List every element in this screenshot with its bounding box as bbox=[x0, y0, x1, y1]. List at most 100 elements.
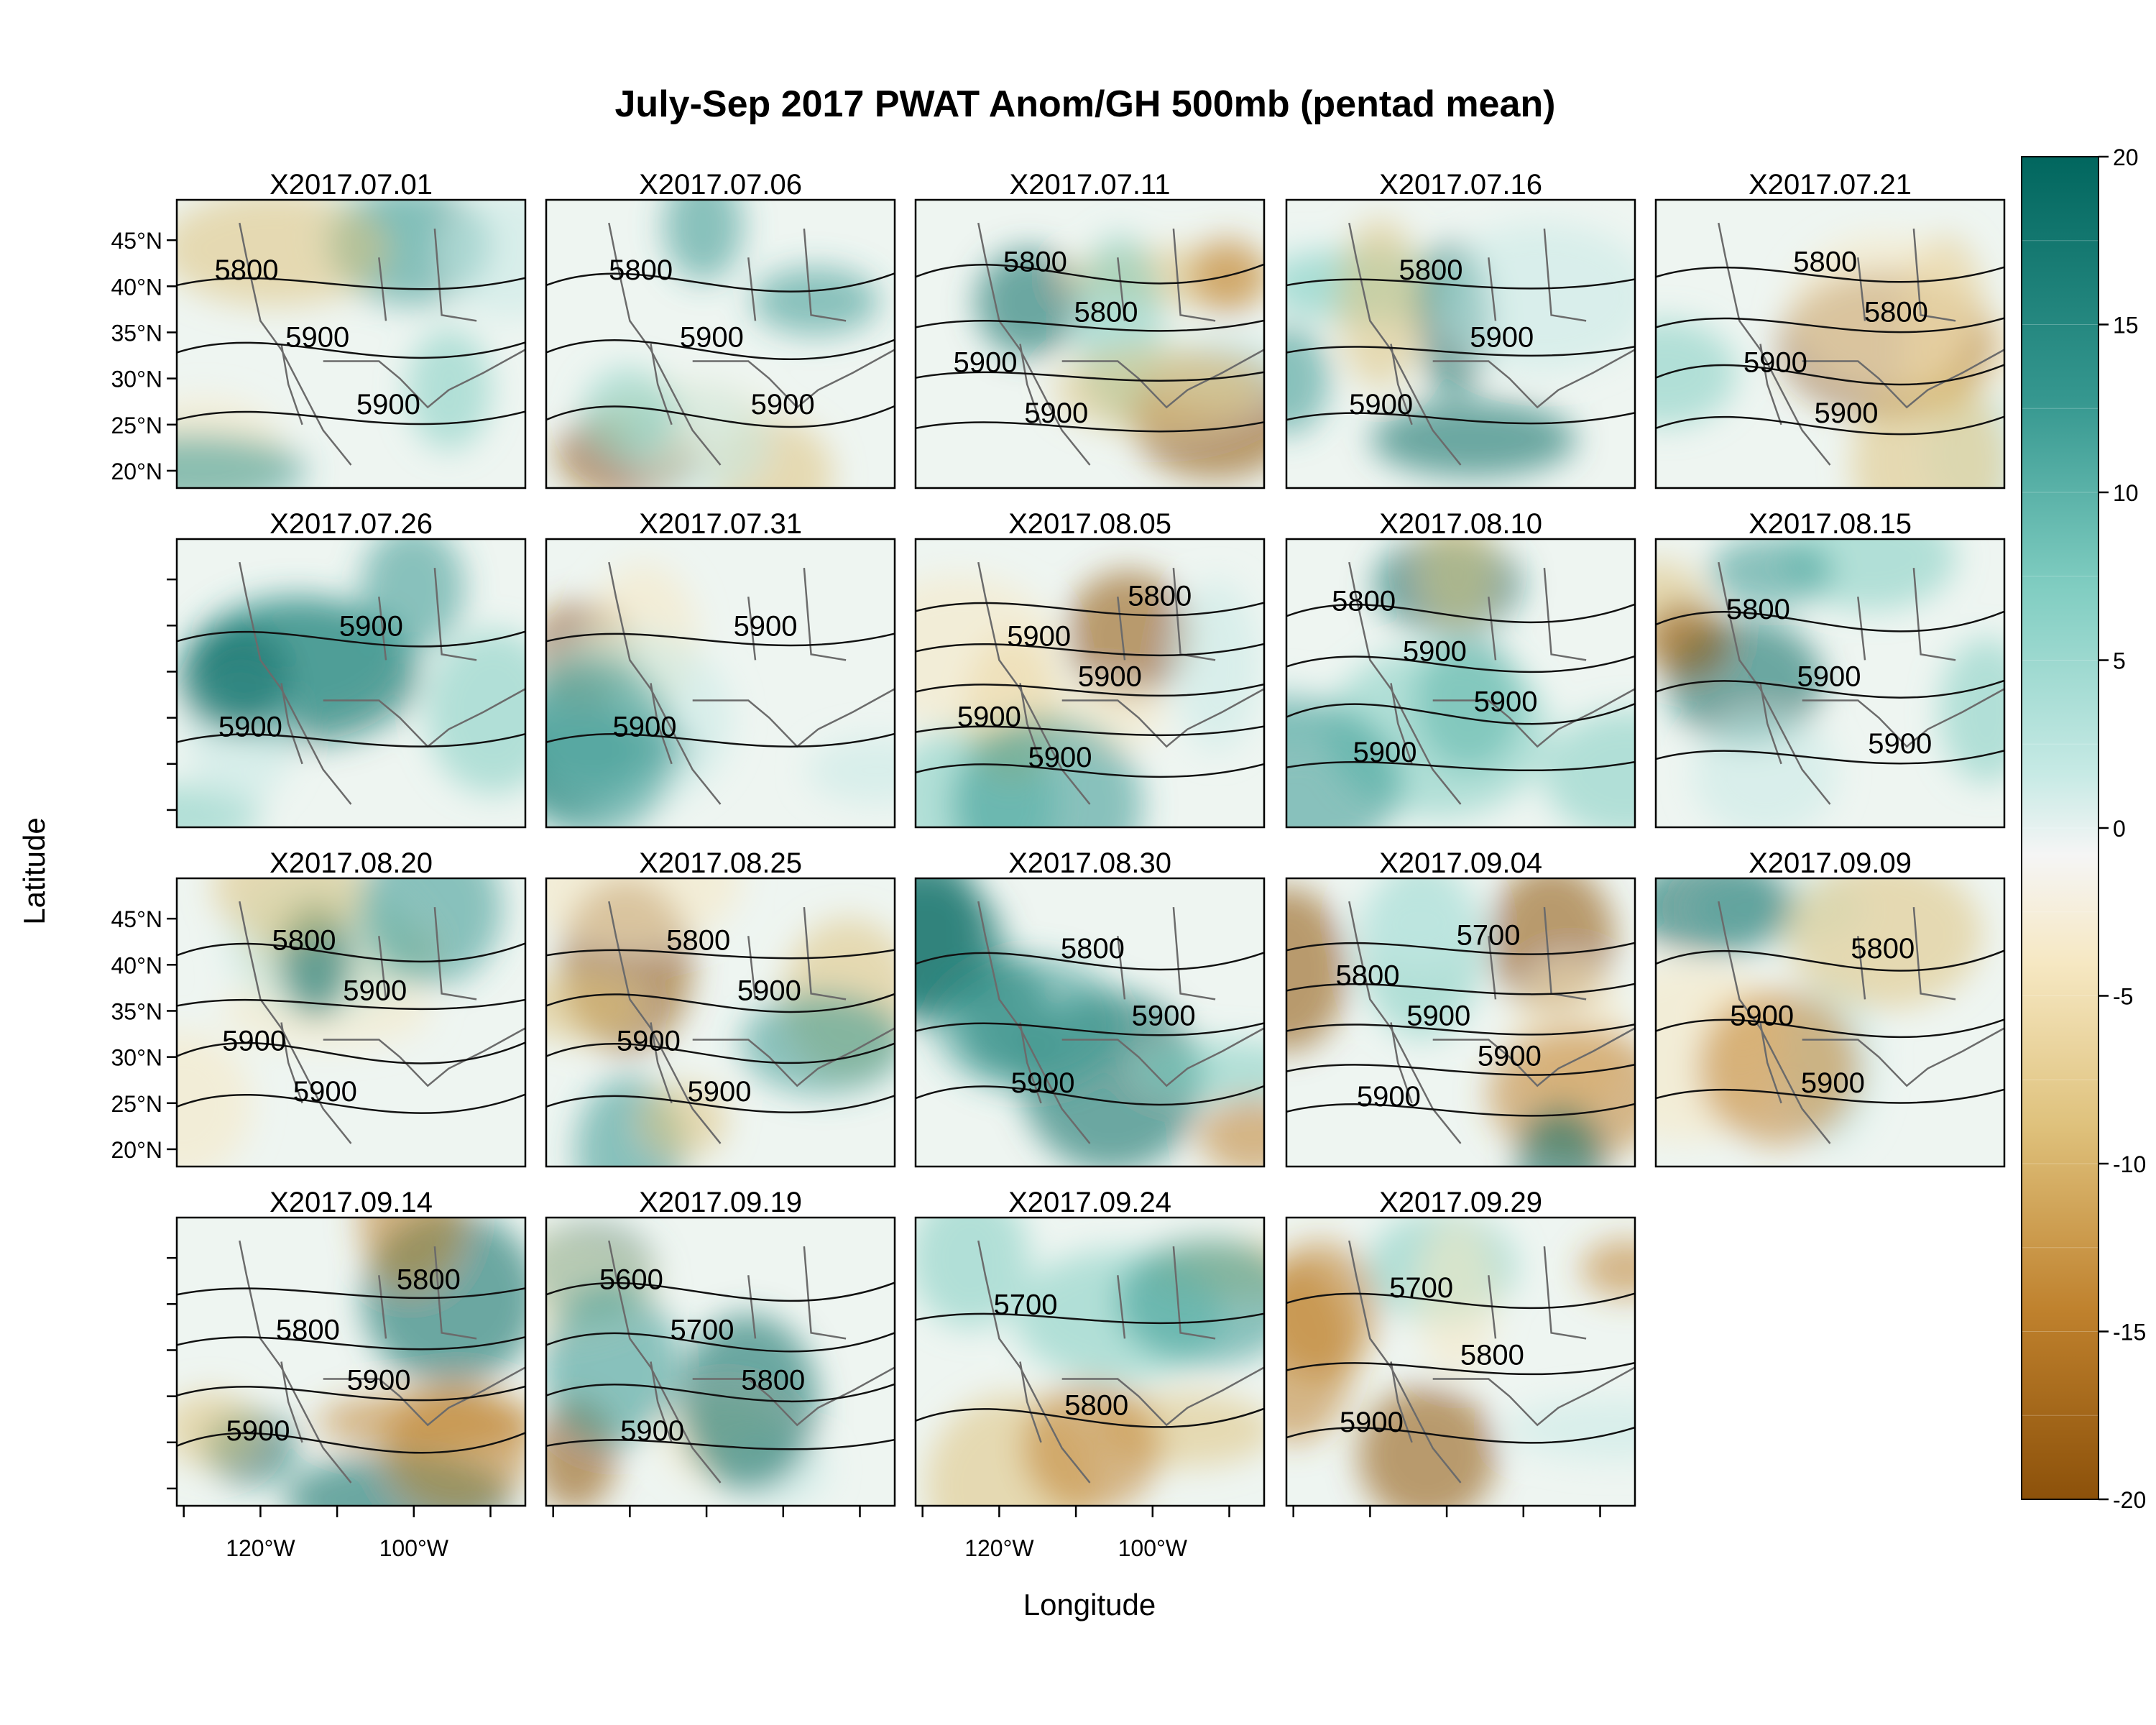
contour-label: 5900 bbox=[1730, 1000, 1794, 1032]
panel-frame bbox=[175, 538, 527, 829]
contour-label: 5700 bbox=[1457, 919, 1521, 951]
contour-line bbox=[546, 1332, 895, 1353]
contour-line bbox=[177, 341, 525, 359]
panel-title: X2017.09.09 bbox=[1749, 847, 1912, 879]
contour-label: 5800 bbox=[215, 254, 279, 286]
contour-label: 5900 bbox=[1024, 397, 1088, 429]
panel-title: X2017.07.16 bbox=[1379, 169, 1542, 201]
contour-line bbox=[916, 371, 1264, 382]
contour-label: 5700 bbox=[671, 1314, 734, 1346]
contour-line bbox=[1656, 679, 2004, 699]
lon-tick-label: 100°W bbox=[379, 1535, 449, 1561]
contour-label: 5900 bbox=[1470, 322, 1534, 354]
figure-title: July-Sep 2017 PWAT Anom/GH 500mb (pentad… bbox=[615, 83, 1556, 125]
contour-label: 5900 bbox=[1357, 1081, 1421, 1113]
contour-label: 5800 bbox=[1793, 246, 1857, 277]
contour-label: 5800 bbox=[1074, 296, 1138, 328]
contour-line bbox=[1656, 949, 2004, 972]
lat-tick-label: 30°N bbox=[111, 367, 163, 392]
lat-tick-label: 20°N bbox=[111, 1137, 163, 1163]
map-panel: X2017.07.26 5900 5900 bbox=[175, 508, 527, 829]
contour-label: 5900 bbox=[1132, 1000, 1196, 1032]
map-panel: X2017.08.15 5800 5900 5900 bbox=[1654, 508, 2006, 829]
coastline bbox=[609, 901, 895, 1144]
anomaly-field bbox=[1286, 1218, 1635, 1506]
contour-line bbox=[546, 1438, 895, 1450]
contour-line bbox=[1286, 983, 1635, 995]
panel-title: X2017.08.15 bbox=[1749, 508, 1912, 540]
contour-label: 5900 bbox=[734, 610, 798, 642]
colorbar: 20 15 10 5 0 -5 -10 -15 -20 bbox=[2021, 144, 2146, 1513]
contour-label: 5900 bbox=[1743, 347, 1807, 379]
contour-label: 5900 bbox=[1403, 635, 1467, 667]
coastline bbox=[1349, 901, 1635, 1144]
lat-tick-label: 35°N bbox=[111, 998, 163, 1024]
panel-title: X2017.09.19 bbox=[639, 1187, 802, 1218]
contour-line bbox=[1286, 1426, 1635, 1444]
panel-title: X2017.08.25 bbox=[639, 847, 802, 879]
contour-label: 5900 bbox=[226, 1415, 290, 1447]
colorbar-tick-label: -15 bbox=[2113, 1320, 2146, 1346]
contour-line bbox=[546, 1095, 895, 1113]
anomaly-field bbox=[1656, 233, 2004, 488]
contour-label: 5600 bbox=[599, 1264, 663, 1295]
contour-line bbox=[916, 1085, 1264, 1106]
coastline bbox=[1349, 562, 1635, 804]
panel-frame bbox=[545, 1216, 896, 1507]
contour-label: 5800 bbox=[1336, 960, 1400, 991]
anomaly-field bbox=[546, 1223, 829, 1506]
contour-line bbox=[1656, 415, 2004, 436]
coastline bbox=[978, 562, 1264, 804]
colorbar-tick-label: -20 bbox=[2113, 1487, 2146, 1513]
coastline bbox=[1718, 223, 2004, 465]
contour-label: 5900 bbox=[1797, 661, 1861, 693]
panel-title: X2017.08.05 bbox=[1008, 508, 1171, 540]
panel-title: X2017.07.06 bbox=[639, 169, 802, 201]
contour-label: 5900 bbox=[1340, 1407, 1404, 1438]
lon-tick-label: 100°W bbox=[1118, 1535, 1188, 1561]
contour-line bbox=[546, 1383, 895, 1403]
contour-label: 5900 bbox=[343, 975, 407, 1006]
contour-line bbox=[177, 733, 525, 748]
contour-line bbox=[916, 763, 1264, 778]
lat-tick-label: 40°N bbox=[111, 274, 163, 300]
lat-tick-label: 20°N bbox=[111, 459, 163, 484]
contour-label: 5800 bbox=[1003, 246, 1067, 277]
panel-frame bbox=[545, 198, 896, 489]
contour-label: 5900 bbox=[218, 712, 282, 743]
contour-label: 5900 bbox=[688, 1076, 752, 1108]
colorbar-tick-label: 10 bbox=[2113, 480, 2139, 506]
coastline bbox=[1349, 223, 1635, 465]
contour-label: 5800 bbox=[1061, 933, 1125, 965]
contour-line bbox=[177, 1093, 525, 1114]
coastline bbox=[978, 223, 1264, 465]
contour-label: 5800 bbox=[609, 254, 673, 286]
contour-line bbox=[916, 602, 1264, 617]
coastline bbox=[978, 901, 1264, 1144]
coastline bbox=[239, 223, 525, 465]
contour-line bbox=[177, 1335, 525, 1351]
contour-line bbox=[177, 998, 525, 1011]
contour-label: 5900 bbox=[1478, 1041, 1542, 1072]
contour-label: 5900 bbox=[751, 389, 815, 420]
panel-title: X2017.09.29 bbox=[1379, 1187, 1542, 1218]
panel-frame bbox=[175, 198, 527, 489]
contour-label: 5900 bbox=[1078, 661, 1142, 693]
contour-line bbox=[546, 1042, 895, 1064]
anomaly-field bbox=[1656, 539, 2004, 827]
panel-grid: X2017.07.01580059005900X2017.07.06580059… bbox=[175, 169, 2006, 1507]
contour-label: 5800 bbox=[666, 924, 730, 956]
contour-line bbox=[177, 630, 525, 648]
panel-frame bbox=[1285, 198, 1636, 489]
map-panel: X2017.08.30 5800 5900 5900 bbox=[914, 847, 1266, 1168]
panel-title: X2017.07.11 bbox=[1010, 169, 1171, 201]
y-axis-label: Latitude bbox=[17, 817, 51, 924]
contour-line bbox=[916, 643, 1264, 657]
map-panel: X2017.09.29 5700 5800 5900 bbox=[1285, 1187, 1636, 1507]
contour-label: 5800 bbox=[1332, 585, 1396, 617]
contour-line bbox=[177, 1432, 525, 1454]
contour-label: 5800 bbox=[1460, 1340, 1524, 1371]
